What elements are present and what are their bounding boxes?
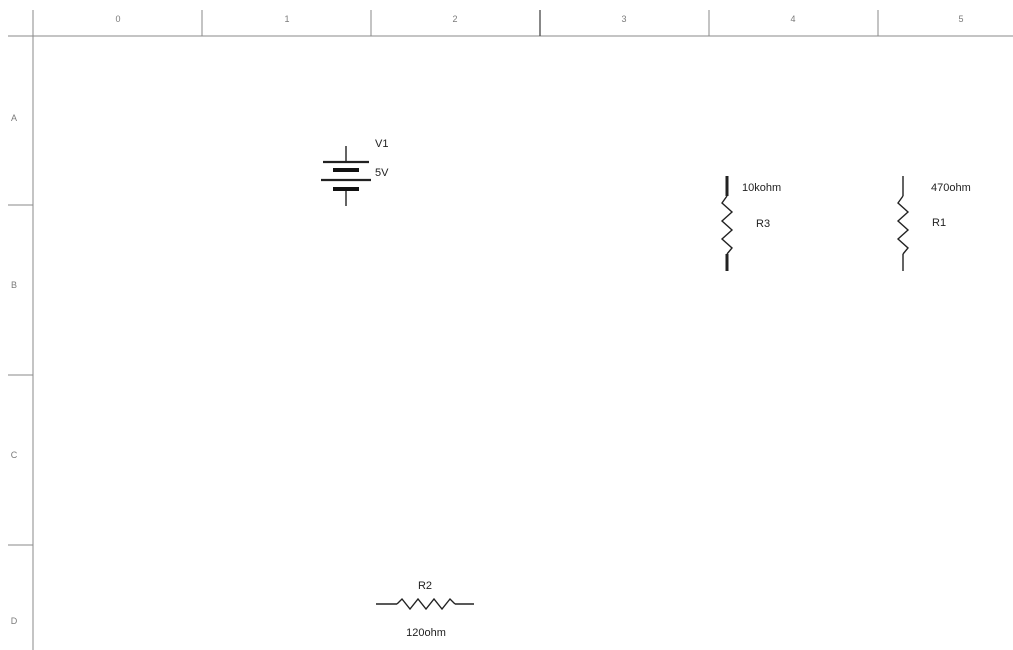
resistor-value-label: 10kohm: [742, 182, 781, 194]
resistor-value-label: 470ohm: [931, 182, 971, 194]
resistor-value-label: 120ohm: [406, 627, 446, 639]
battery-ref-label: V1: [375, 138, 388, 150]
column-label-1: 1: [284, 14, 289, 24]
resistor-ref-label: R2: [418, 580, 432, 592]
resistor-zigzag: [720, 195, 734, 255]
row-label-c: C: [11, 450, 18, 460]
battery-v1[interactable]: V1 5V: [321, 138, 389, 206]
column-ruler: 0 1 2 3 4 5: [8, 10, 1013, 37]
row-label-d: D: [11, 616, 18, 626]
column-label-0: 0: [115, 14, 120, 24]
resistor-zigzag: [896, 195, 910, 255]
row-label-b: B: [11, 280, 17, 290]
resistor-ref-label: R1: [932, 217, 946, 229]
column-label-2: 2: [452, 14, 457, 24]
resistor-zigzag: [396, 597, 456, 611]
row-ruler: A B C D: [8, 10, 34, 650]
row-label-a: A: [11, 113, 17, 123]
resistor-r1[interactable]: 470ohm R1: [896, 176, 971, 271]
column-label-4: 4: [790, 14, 795, 24]
resistor-r3[interactable]: 10kohm R3: [720, 176, 781, 271]
column-label-3: 3: [621, 14, 626, 24]
battery-value-label: 5V: [375, 167, 389, 179]
column-label-5: 5: [958, 14, 963, 24]
resistor-r2[interactable]: R2 120ohm: [376, 580, 474, 639]
resistor-ref-label: R3: [756, 218, 770, 230]
